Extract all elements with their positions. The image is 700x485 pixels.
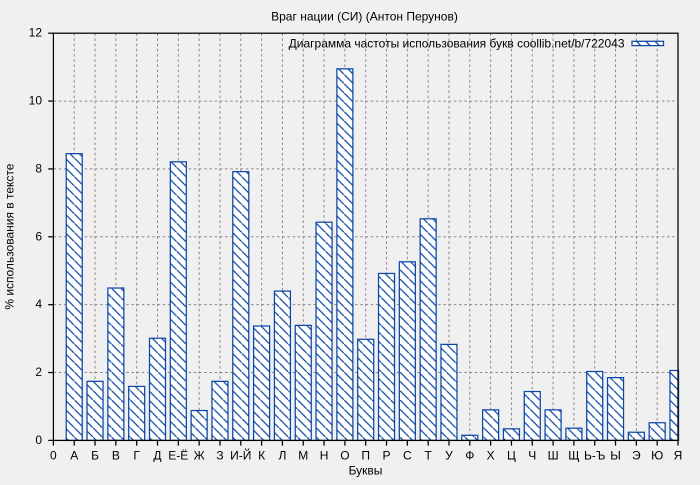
svg-text:10: 10 (29, 94, 43, 108)
svg-text:Р: Р (383, 449, 391, 463)
svg-text:Враг нации (СИ) (Антон Перунов: Враг нации (СИ) (Антон Перунов) (271, 10, 458, 24)
svg-text:4: 4 (35, 297, 42, 311)
svg-text:Ю: Ю (651, 449, 663, 463)
svg-text:П: П (361, 449, 370, 463)
svg-text:Н: Н (320, 449, 329, 463)
svg-text:А: А (70, 449, 78, 463)
svg-text:Ь-Ъ: Ь-Ъ (584, 449, 605, 463)
svg-text:Т: Т (424, 449, 432, 463)
svg-text:В: В (112, 449, 120, 463)
svg-text:Щ: Щ (568, 449, 579, 463)
svg-text:0: 0 (35, 433, 42, 447)
svg-text:С: С (403, 449, 412, 463)
svg-text:Диаграмма частоты использовани: Диаграмма частоты использования букв coo… (289, 37, 625, 51)
svg-text:% использования в тексте: % использования в тексте (2, 163, 16, 309)
svg-text:Буквы: Буквы (349, 464, 383, 478)
svg-text:Б: Б (91, 449, 99, 463)
svg-text:6: 6 (35, 229, 42, 243)
svg-text:У: У (445, 449, 453, 463)
svg-text:Д: Д (153, 449, 161, 463)
svg-text:З: З (216, 449, 223, 463)
svg-text:Ш: Ш (548, 449, 559, 463)
svg-text:Ф: Ф (465, 449, 474, 463)
svg-text:8: 8 (35, 161, 42, 175)
svg-text:М: М (298, 449, 308, 463)
svg-text:Ц: Ц (507, 449, 516, 463)
svg-text:Ч: Ч (528, 449, 536, 463)
svg-text:Я: Я (674, 449, 683, 463)
svg-text:О: О (340, 449, 349, 463)
svg-text:Е-Ё: Е-Ё (168, 449, 188, 463)
svg-text:12: 12 (29, 26, 43, 40)
svg-text:Л: Л (278, 449, 286, 463)
svg-text:Ж: Ж (194, 449, 205, 463)
svg-text:И-Й: И-Й (230, 448, 251, 463)
svg-text:Х: Х (487, 449, 495, 463)
svg-text:0: 0 (50, 449, 57, 463)
svg-text:2: 2 (35, 365, 42, 379)
svg-text:Э: Э (632, 449, 641, 463)
svg-text:Г: Г (133, 449, 140, 463)
svg-text:К: К (258, 449, 265, 463)
svg-text:Ы: Ы (610, 449, 621, 463)
